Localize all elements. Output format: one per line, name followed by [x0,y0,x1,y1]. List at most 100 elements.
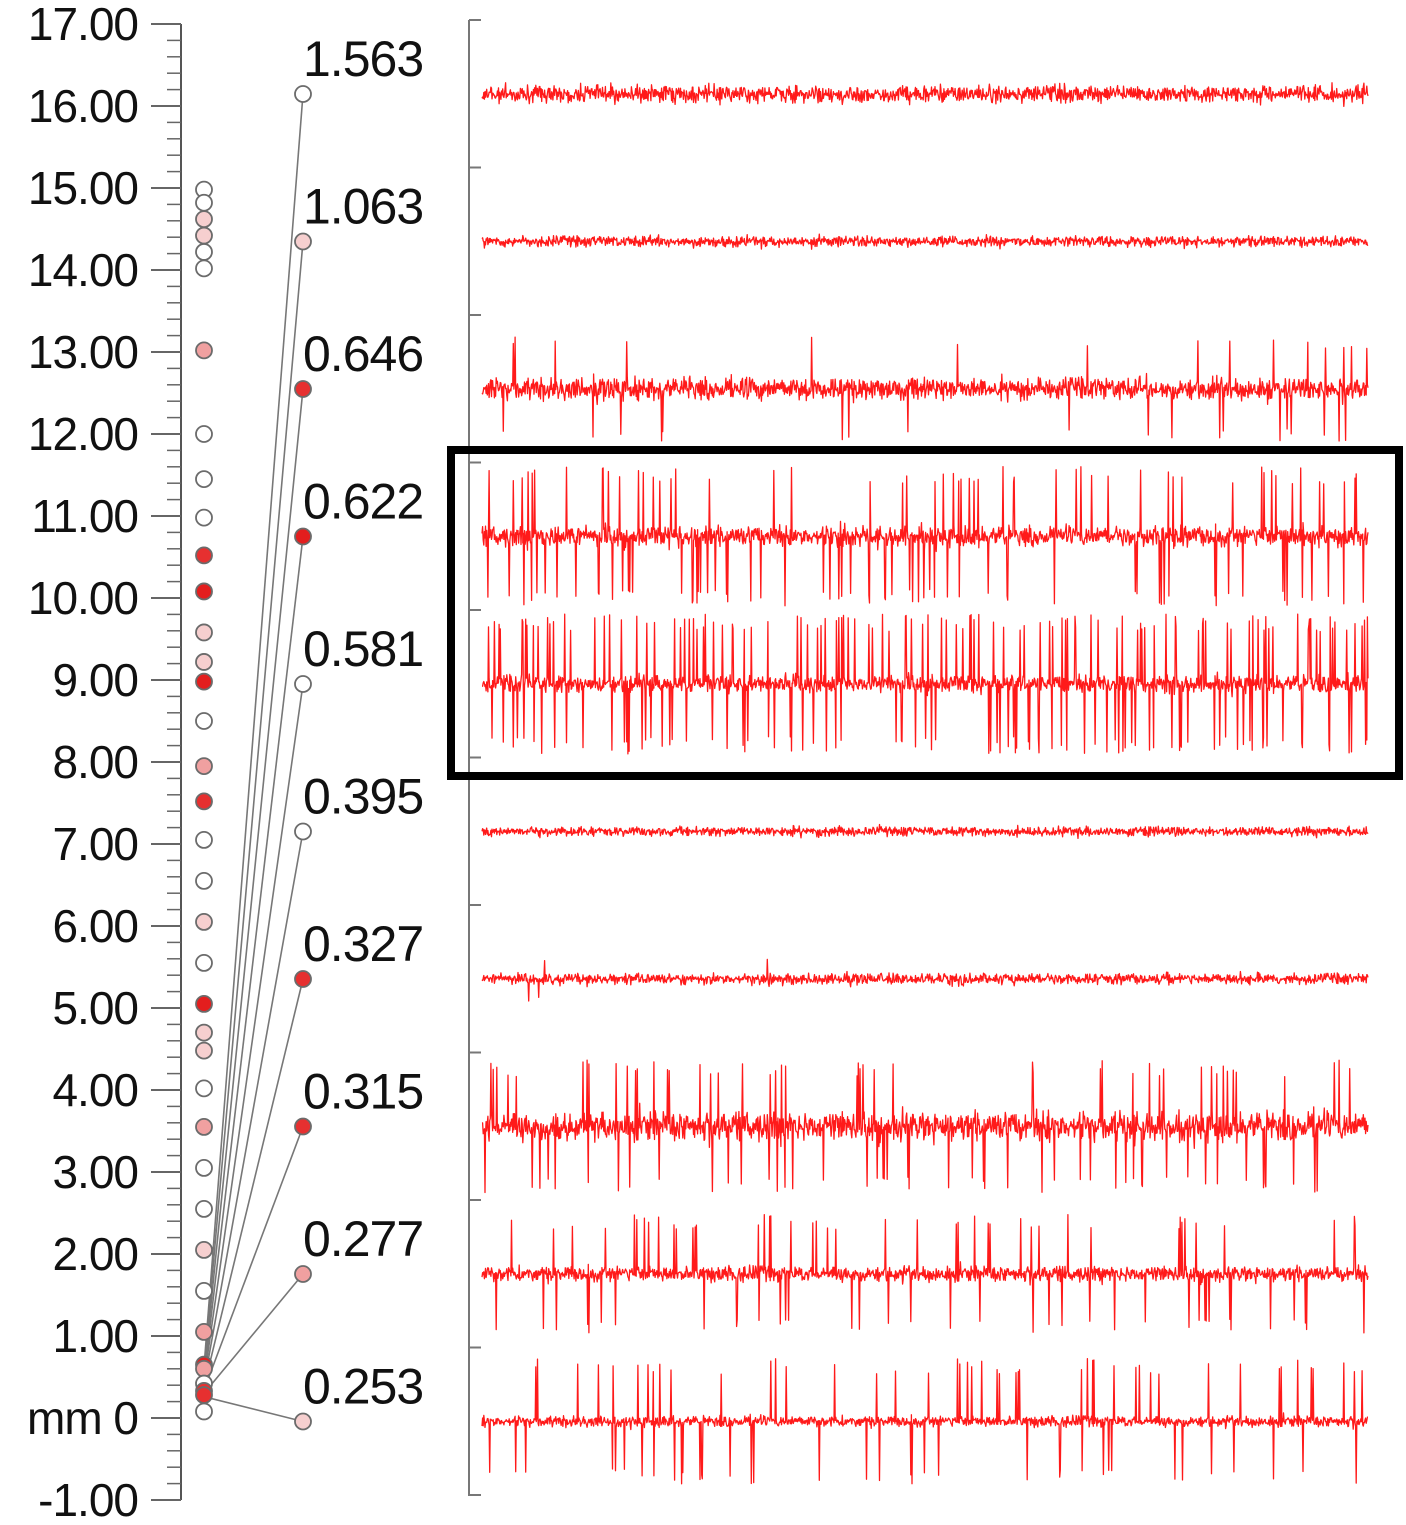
recording-site [195,259,213,278]
depth-tick-label: 9.00 [52,654,138,706]
channel-label: 0.315 [303,1064,423,1120]
recording-site [195,1282,213,1300]
recording-site [195,1079,213,1098]
spike-trace [481,958,1369,1002]
recording-site [195,1323,213,1341]
spike-trace [481,233,1369,250]
recording-site [195,831,213,849]
recording-site [195,653,213,671]
recording-site [195,425,213,443]
spike-trace [481,1059,1369,1194]
channel-connectors [203,93,304,1423]
channel-marker [294,1265,312,1283]
highlight-rect [447,446,1403,780]
depth-tick-label: 8.00 [52,736,138,788]
channel-label: 0.646 [303,326,423,382]
spike-trace [481,613,1369,755]
recording-site [195,1200,213,1218]
depth-tick-label: -1.00 [38,1474,138,1525]
spike-traces [481,82,1369,1485]
depth-tick-label: 6.00 [52,900,138,952]
depth-tick-label: 13.00 [28,326,138,378]
channel-label: 0.277 [303,1211,423,1267]
depth-tick-label: 7.00 [52,818,138,870]
recording-site [195,1359,213,1378]
trace-axis [468,19,481,1496]
channel-label: 0.581 [303,621,423,677]
depth-tick-label: 2.00 [52,1228,138,1280]
recording-site [195,1118,213,1136]
depth-tick-label: 3.00 [52,1146,138,1198]
channel-connector [203,978,304,1388]
depth-tick-label: 14.00 [28,244,138,296]
recording-site [195,1241,213,1259]
recording-site [195,546,213,565]
channel-marker [294,675,312,693]
channel-connector [203,241,304,1371]
depth-tick-label: 1.00 [52,1310,138,1362]
depth-tick-label: 4.00 [52,1064,138,1116]
recording-site [195,193,213,212]
channel-label: 0.622 [303,474,423,530]
spike-trace [481,336,1369,442]
recording-site [195,470,213,489]
recording-site [195,508,213,527]
channel-marker [294,232,312,251]
recording-site [195,757,213,775]
recording-site [195,341,213,360]
depth-tick-label: 10.00 [28,572,138,624]
channel-connector [203,683,304,1381]
channel-marker [294,380,312,398]
channel-label: 0.253 [303,1359,423,1415]
recording-site [195,623,213,642]
recording-site [195,226,213,245]
channel-marker [294,1412,312,1431]
depth-tick-label: mm 0 [27,1392,138,1444]
channel-marker [294,970,312,988]
channel-marker [294,85,312,103]
recording-site [195,1159,213,1177]
channel-marker [294,527,312,546]
recording-site [195,210,213,229]
depth-tick-label: 15.00 [28,162,138,214]
spike-trace [481,823,1369,840]
recording-site [195,582,213,601]
recording-site [195,995,213,1013]
highlight-box [447,446,1403,780]
depth-tick-label: 12.00 [28,408,138,460]
recording-site [195,243,213,261]
channel-connector [203,536,304,1378]
channel-markers [294,85,312,1431]
channel-label: 1.063 [303,179,423,235]
channel-connector [203,1395,304,1423]
recording-site [195,913,213,931]
spike-trace [481,1358,1369,1485]
spike-trace [481,1214,1369,1334]
channel-connector [203,93,304,1368]
recording-sites [195,180,213,1421]
recording-site [195,672,213,691]
channel-marker [294,822,312,841]
channel-connector [203,388,304,1374]
recording-site [195,954,213,972]
recording-site [195,872,213,890]
channel-labels: 1.563 1.063 0.646 0.622 0.581 0.395 0.327 0.315… [303,31,424,1415]
channel-label: 0.395 [303,769,423,825]
depth-tick-label: 16.00 [28,80,138,132]
recording-site [195,1386,213,1404]
channel-connector [203,831,304,1384]
channel-marker [294,1117,312,1136]
depth-tick-label: 17.00 [28,0,138,50]
recording-site [195,1041,213,1060]
recording-site [195,712,213,730]
channel-label: 0.327 [303,916,423,972]
channel-label: 1.563 [303,31,423,87]
recording-site [195,792,213,811]
depth-axis: 17.00 16.00 15.00 14.00 13.00 12.00 11.00 10.00… [27,0,182,1525]
depth-tick-label: 11.00 [31,490,138,542]
channel-connector [203,1273,304,1394]
spike-trace [481,82,1369,108]
spike-trace [481,466,1369,607]
depth-tick-label: 5.00 [52,982,138,1034]
